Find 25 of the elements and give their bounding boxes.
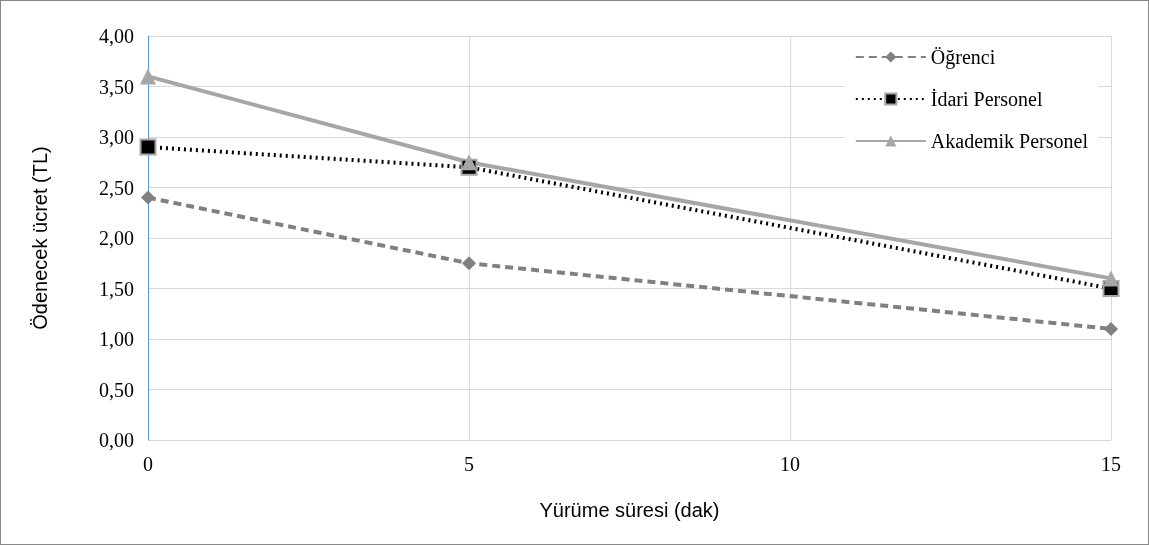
point <box>1104 321 1118 336</box>
legend-label: İdari Personel <box>930 88 1043 110</box>
y-tick-label: 3,50 <box>99 75 134 98</box>
point <box>141 190 155 205</box>
y-tick-label: 4,00 <box>99 25 134 47</box>
point <box>461 154 477 171</box>
legend-label: Öğrenci <box>930 46 996 69</box>
x-tick-label: 15 <box>1101 453 1121 475</box>
y-tick-label: 1,00 <box>99 328 134 350</box>
legend-label: Akademik Personel <box>930 130 1089 152</box>
y-tick-label: 3,00 <box>99 126 134 148</box>
y-tick-label: 2,50 <box>99 176 134 199</box>
point <box>462 256 476 271</box>
y-tick-label: 1,50 <box>99 277 134 300</box>
x-tick-label: 0 <box>143 453 153 475</box>
y-tick-label: 2,00 <box>99 227 134 249</box>
y-axis-title: Ödenecek ücret (TL) <box>29 146 51 330</box>
point <box>140 68 156 85</box>
point <box>1103 270 1119 287</box>
x-axis-title: Yürüme süresi (dak) <box>539 499 720 521</box>
point <box>139 138 157 156</box>
y-tick-label: 0,00 <box>99 429 134 451</box>
x-tick-label: 10 <box>780 453 800 475</box>
y-tick-label: 0,50 <box>99 378 134 401</box>
x-tick-label: 5 <box>464 453 474 475</box>
